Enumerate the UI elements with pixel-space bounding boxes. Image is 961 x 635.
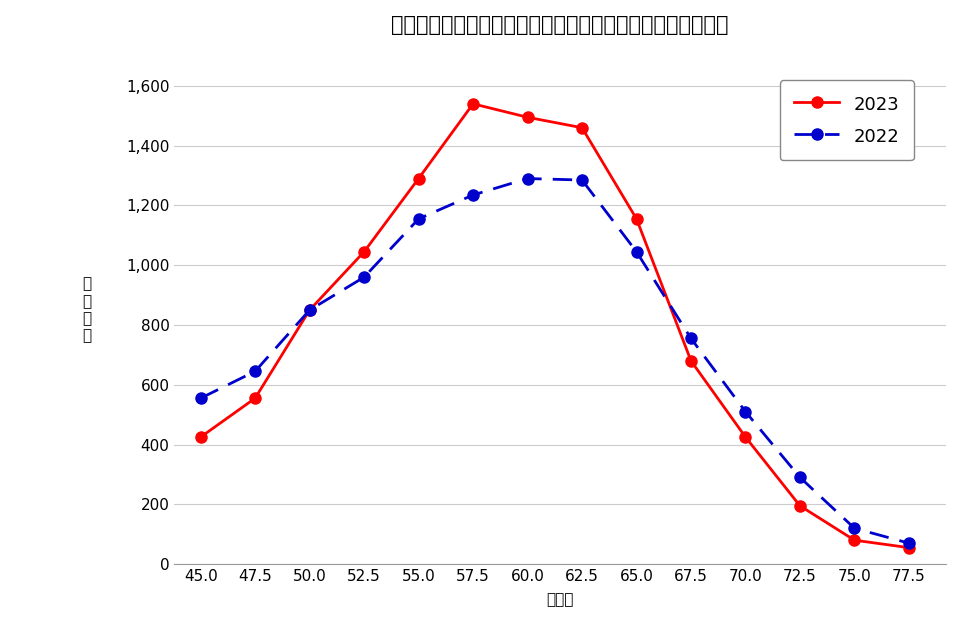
2023 [249, 394, 260, 402]
2022 [413, 215, 425, 223]
Title: 第２回全統記述模試　国公立大医学科前期　志望者学力分布: 第２回全統記述模試 国公立大医学科前期 志望者学力分布 [391, 15, 729, 35]
Y-axis label: 志
望
者
数: 志 望 者 数 [83, 276, 91, 344]
2023 [903, 544, 915, 551]
2023 [467, 100, 479, 107]
2023 [740, 433, 752, 441]
2022 [630, 248, 642, 255]
2023 [849, 537, 860, 544]
2022 [794, 474, 805, 481]
2023 [685, 357, 697, 364]
Line: 2022: 2022 [195, 173, 915, 549]
2022 [903, 539, 915, 547]
2023 [413, 175, 425, 182]
2022 [522, 175, 533, 182]
X-axis label: 偏差値: 偏差値 [547, 592, 574, 607]
2022 [195, 394, 207, 402]
2022 [304, 306, 315, 314]
2023 [794, 502, 805, 510]
2022 [467, 191, 479, 199]
Line: 2023: 2023 [195, 98, 915, 553]
2023 [195, 433, 207, 441]
2023 [577, 124, 588, 131]
2022 [249, 368, 260, 375]
2022 [685, 335, 697, 342]
2023 [358, 248, 370, 255]
2022 [358, 273, 370, 281]
2023 [522, 114, 533, 121]
2022 [577, 177, 588, 184]
Legend: 2023, 2022: 2023, 2022 [779, 80, 914, 161]
2023 [304, 306, 315, 314]
2022 [740, 408, 752, 415]
2023 [630, 215, 642, 223]
2022 [849, 525, 860, 532]
